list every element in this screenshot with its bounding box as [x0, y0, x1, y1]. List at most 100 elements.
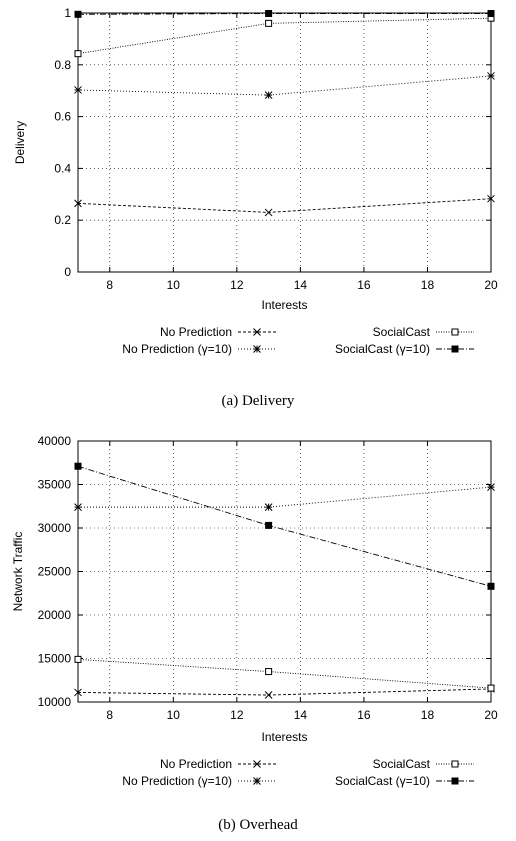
legend-swatch-marker [253, 328, 261, 336]
data-point [264, 503, 273, 511]
y-tick-label: 0 [64, 265, 71, 279]
y-tick-label: 0.8 [54, 58, 71, 72]
series-line [77, 17, 492, 55]
legend-entry: SocialCast [373, 325, 474, 339]
x-tick-label: 20 [484, 278, 498, 292]
data-point-stroke [264, 208, 273, 217]
legend-swatch-marker [253, 760, 261, 768]
legend-label: No Prediction [160, 325, 232, 339]
series-line [77, 198, 492, 213]
y-axis-label: Network Traffic [11, 532, 25, 612]
chart-delivery: 8 10 12 14 16 18 20 0 0.2 0.4 0.6 0.8 1 Interests Deli… [13, 6, 498, 409]
data-point [264, 691, 273, 699]
series-line [77, 13, 491, 15]
y-tick-label: 20000 [38, 608, 72, 622]
legend-entry: No Prediction (γ=10) [122, 774, 276, 788]
data-point-stroke [487, 194, 495, 203]
data-point [74, 655, 82, 663]
x-tick-label: 14 [294, 708, 308, 722]
y-tick-label: 0.4 [54, 161, 71, 175]
series-3 [74, 10, 495, 18]
data-point [487, 582, 495, 590]
legend-swatch-marker [451, 345, 459, 353]
series-line [77, 658, 492, 689]
x-tick-label: 20 [484, 708, 498, 722]
data-point-stroke [74, 199, 82, 208]
data-point [74, 503, 82, 511]
chart-overhead: 8 10 12 14 16 18 20 10000 15000 20000 25000 30000 35… [11, 434, 498, 833]
y-tick-label: 30000 [38, 521, 72, 535]
data-point [74, 199, 82, 208]
y-tick-label: 15000 [38, 652, 72, 666]
data-point-stroke [264, 691, 273, 699]
data-point [264, 91, 273, 99]
series-0 [74, 194, 495, 217]
y-tick-label: 25000 [38, 565, 72, 579]
legend-entry: No Prediction [160, 325, 276, 339]
legend-entry: No Prediction (γ=10) [122, 342, 276, 356]
series-0 [74, 685, 495, 699]
y-tick-label: 0.2 [54, 213, 71, 227]
series-2 [74, 655, 495, 692]
x-tick-label: 16 [357, 708, 371, 722]
legend-swatch-marker [451, 328, 459, 336]
legend-swatch-marker [253, 345, 261, 353]
data-point [265, 668, 273, 676]
y-tick-label: 40000 [38, 434, 72, 448]
legend-entry: SocialCast (γ=10) [335, 342, 474, 356]
x-tick-label: 10 [167, 278, 181, 292]
data-point [487, 10, 495, 18]
legend-swatch-marker [451, 777, 459, 785]
legend-label: No Prediction (γ=10) [122, 774, 232, 788]
legend-label: SocialCast [373, 757, 431, 771]
legend-label: SocialCast [373, 325, 431, 339]
data-point [487, 194, 495, 203]
legend-label: SocialCast (γ=10) [335, 342, 430, 356]
legend-label: SocialCast (γ=10) [335, 774, 430, 788]
x-tick-label: 18 [421, 278, 435, 292]
data-point [74, 462, 82, 470]
y-tick-label: 0.6 [54, 110, 71, 124]
x-tick-label: 12 [230, 708, 244, 722]
legend-swatch-marker [253, 777, 261, 785]
series-line [77, 688, 492, 696]
data-point [265, 10, 273, 18]
x-tick-label: 18 [421, 708, 435, 722]
x-tick-label: 12 [230, 278, 244, 292]
figure-caption: (a) Delivery [222, 393, 295, 409]
y-tick-label: 10000 [38, 695, 72, 709]
data-point [74, 86, 82, 94]
series-3 [74, 462, 495, 590]
series-line [78, 486, 492, 508]
legend-swatch-marker [451, 760, 459, 768]
x-tick-label: 14 [294, 278, 308, 292]
legend-label: No Prediction [160, 757, 232, 771]
legend: No Prediction No Prediction (γ=10) SocialC… [122, 325, 474, 356]
series-2 [74, 14, 495, 58]
data-point [265, 521, 273, 529]
data-point [487, 72, 495, 80]
x-tick-label: 8 [106, 708, 113, 722]
y-tick-label: 35000 [38, 478, 72, 492]
series-line [77, 465, 492, 587]
data-point [265, 19, 273, 27]
legend-entry: SocialCast (γ=10) [335, 774, 474, 788]
series-1 [74, 72, 495, 99]
plot-frame [77, 440, 492, 703]
legend-entry: No Prediction [160, 757, 276, 771]
figure-caption: (b) Overhead [218, 817, 298, 833]
legend-entry: SocialCast [373, 757, 474, 771]
data-point-stroke [74, 688, 82, 697]
series-line [77, 75, 492, 96]
data-point [74, 10, 82, 18]
legend-swatch-marker-stroke [253, 328, 261, 336]
data-point [264, 208, 273, 217]
x-axis-label: Interests [261, 298, 307, 312]
x-axis-label: Interests [261, 730, 307, 744]
series-1 [74, 483, 495, 511]
y-axis-label: Delivery [13, 121, 27, 164]
legend-label: No Prediction (γ=10) [122, 342, 232, 356]
legend-swatch-marker-stroke [253, 760, 261, 768]
x-tick-label: 8 [106, 278, 113, 292]
